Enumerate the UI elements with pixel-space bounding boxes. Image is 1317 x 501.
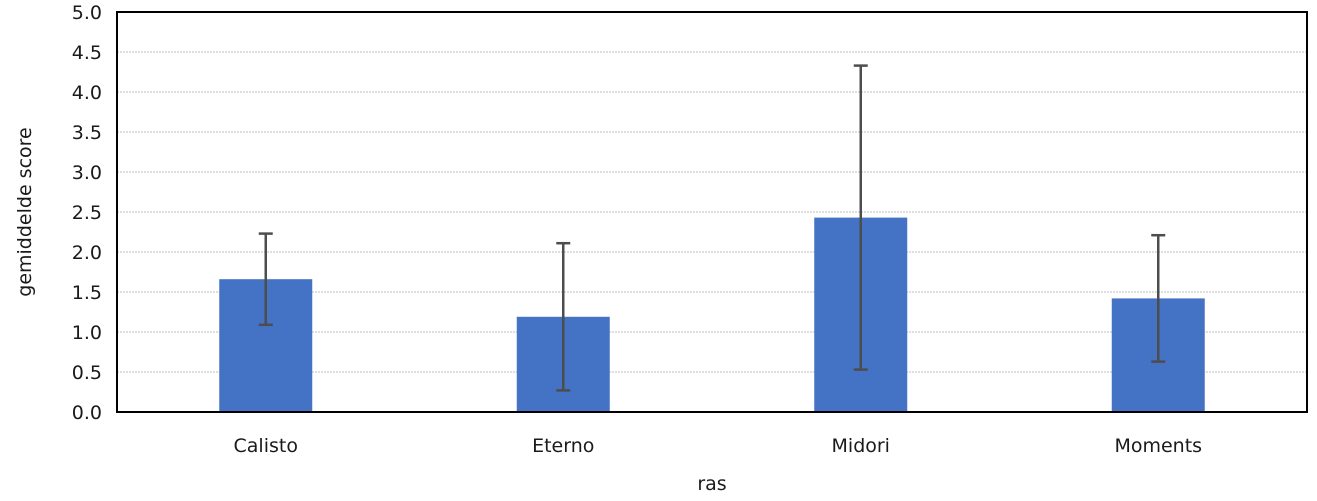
error-bar xyxy=(556,241,571,392)
plot-frame xyxy=(116,11,1308,413)
error-bar xyxy=(1151,233,1166,363)
y-tick-label: 2.0 xyxy=(72,242,102,264)
x-axis-title: ras xyxy=(697,473,726,495)
gridlines xyxy=(117,51,1307,373)
y-tick-label: 3.5 xyxy=(72,122,102,144)
y-tick-labels: 0.0 0.5 1.0 1.5 2.0 2.5 3.0 3.5 4.0 4.5 5.0 xyxy=(72,2,102,424)
y-tick-label: 2.5 xyxy=(72,202,102,224)
y-tick-label: 1.5 xyxy=(72,282,102,304)
x-tick-label: Calisto xyxy=(234,435,298,457)
error-bar xyxy=(853,64,868,371)
error-bars xyxy=(258,64,1166,392)
y-tick-label: 5.0 xyxy=(72,2,102,24)
y-tick-label: 0.0 xyxy=(72,402,102,424)
x-tick-labels: Calisto Eterno Midori Moments xyxy=(234,435,1203,457)
y-axis-title: gemiddelde score xyxy=(14,127,36,296)
y-tick-label: 1.0 xyxy=(72,322,102,344)
x-tick-label: Eterno xyxy=(532,435,594,457)
bars xyxy=(219,217,1205,412)
y-tick-label: 4.5 xyxy=(72,42,102,64)
y-tick-label: 4.0 xyxy=(72,82,102,104)
error-bar xyxy=(258,232,273,327)
x-tick-label: Midori xyxy=(832,435,890,457)
y-tick-label: 0.5 xyxy=(72,362,102,384)
x-tick-label: Moments xyxy=(1114,435,1202,457)
y-tick-label: 3.0 xyxy=(72,162,102,184)
